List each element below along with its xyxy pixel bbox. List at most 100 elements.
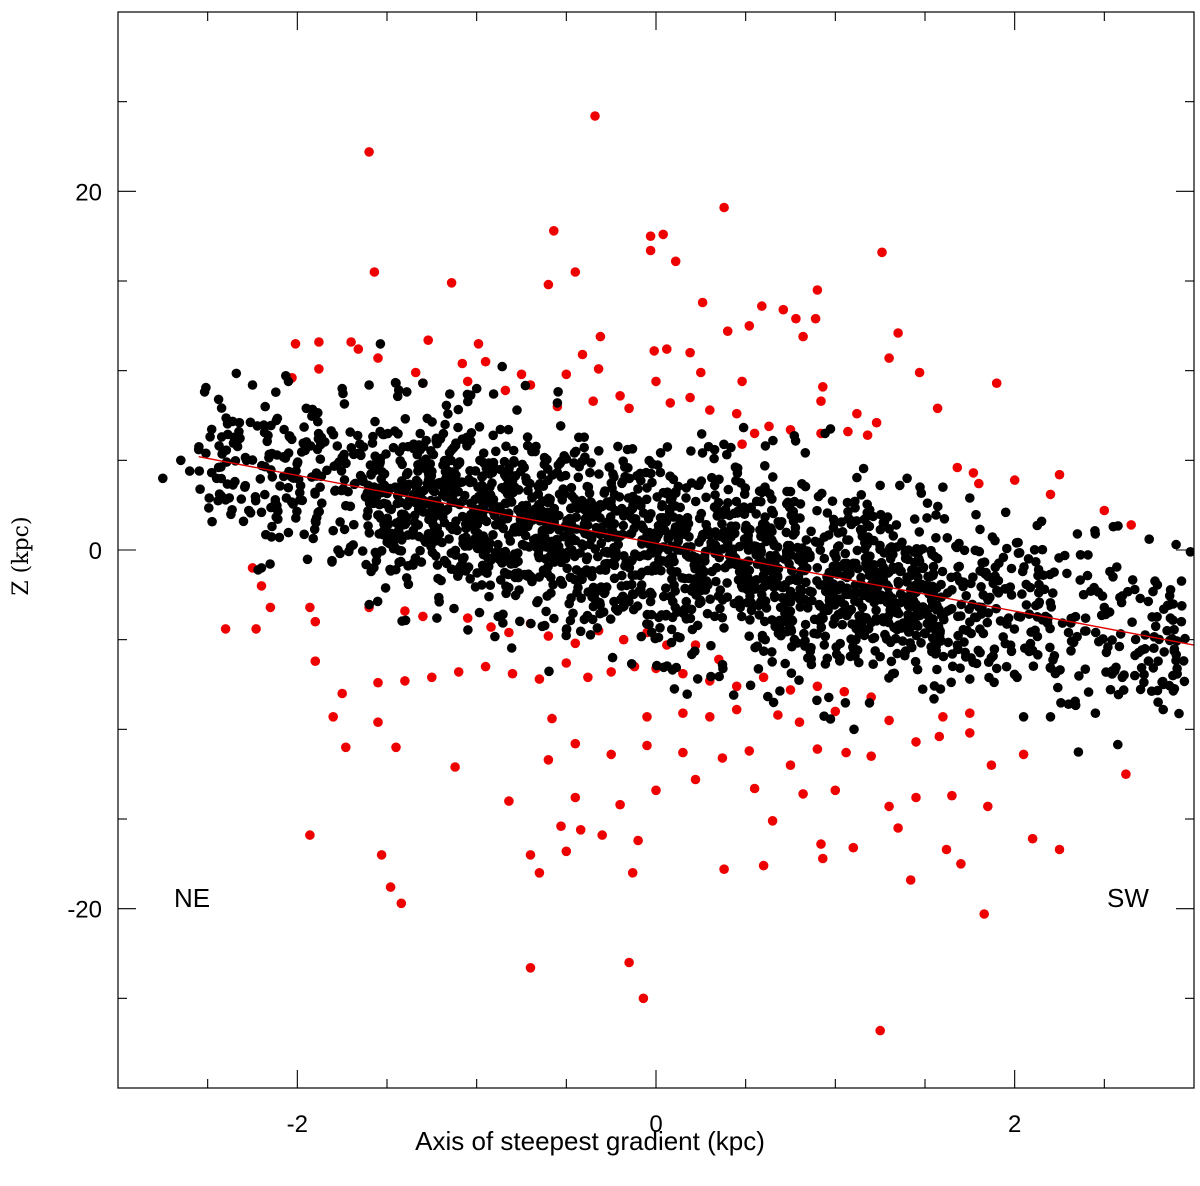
data-point-core [1137, 645, 1147, 655]
data-point-core [501, 552, 511, 563]
data-point-core [1148, 663, 1159, 673]
data-point-core [571, 446, 581, 457]
data-point-outlier [934, 731, 945, 742]
data-point-core [1148, 586, 1158, 597]
data-point-core [903, 545, 914, 555]
data-point-core [841, 589, 851, 600]
data-point-outlier [979, 909, 989, 919]
data-point-core [906, 601, 916, 612]
data-point-core [375, 339, 386, 349]
data-point-core [814, 599, 824, 610]
data-point-core [709, 611, 720, 622]
data-point-core [736, 611, 747, 622]
x-tick-label: 2 [1008, 1111, 1021, 1138]
data-point-outlier [685, 392, 695, 403]
data-point-core [576, 568, 586, 578]
data-point-core [428, 449, 439, 460]
data-point-core [1090, 708, 1101, 718]
data-point-core [975, 524, 985, 535]
data-point-core [291, 513, 301, 523]
data-point-core [619, 551, 629, 561]
data-point-core [328, 525, 339, 536]
data-point-core [895, 566, 905, 577]
data-point-core [1154, 634, 1164, 645]
data-point-core [380, 583, 391, 593]
data-point-core [1031, 557, 1041, 567]
data-point-outlier [991, 378, 1002, 389]
data-point-core [718, 509, 729, 520]
data-point-core [913, 572, 923, 582]
data-point-core [607, 483, 617, 493]
data-point-core [184, 466, 195, 476]
data-point-core [681, 493, 691, 503]
data-point-core [769, 592, 780, 603]
data-point-outlier [346, 337, 356, 347]
data-point-core [937, 566, 948, 577]
data-point-core [837, 619, 848, 630]
data-point-core [633, 484, 643, 494]
data-point-core [1021, 579, 1031, 590]
data-point-core [488, 530, 498, 540]
data-point-outlier [731, 408, 742, 419]
data-point-core [457, 555, 468, 565]
data-point-core [1063, 627, 1074, 638]
data-point-core [825, 581, 836, 592]
data-point-core [548, 579, 558, 590]
data-point-outlier [418, 611, 428, 622]
data-point-core [856, 619, 867, 629]
data-point-core [696, 585, 706, 596]
data-point-core [1033, 599, 1044, 609]
data-point-core [655, 623, 665, 633]
data-point-core [206, 424, 217, 435]
data-point-core [572, 587, 582, 598]
data-point-core [565, 615, 576, 626]
data-point-core [222, 419, 233, 429]
data-point-core [366, 566, 376, 577]
data-point-core [498, 609, 508, 620]
data-point-core [462, 389, 473, 400]
data-point-outlier [561, 658, 572, 668]
data-point-outlier [400, 606, 410, 616]
data-point-core [850, 496, 860, 507]
data-point-core [410, 497, 420, 508]
data-point-core [1152, 612, 1162, 622]
data-point-core [1127, 617, 1137, 627]
data-point-core [669, 684, 680, 694]
data-point-core [760, 634, 770, 645]
data-point-core [849, 724, 859, 735]
data-point-outlier [606, 667, 616, 677]
data-point-core [1176, 576, 1187, 586]
data-point-core [481, 516, 492, 527]
data-point-core [991, 663, 1002, 674]
data-point-core [247, 380, 258, 390]
data-point-core [1034, 587, 1044, 598]
data-point-outlier [905, 875, 916, 885]
data-point-core [265, 559, 275, 569]
data-point-core [976, 582, 986, 592]
data-point-core [521, 473, 531, 483]
data-point-core [650, 633, 660, 644]
data-point-outlier [615, 391, 625, 401]
data-point-core [856, 490, 867, 500]
data-point-outlier [758, 672, 769, 683]
data-point-core [717, 659, 728, 670]
data-point-core [560, 470, 571, 481]
data-point-core [1046, 602, 1057, 612]
data-point-core [555, 457, 566, 468]
data-point-core [236, 494, 247, 504]
data-point-core [539, 532, 550, 542]
data-point-core [835, 638, 845, 649]
data-point-core [490, 631, 500, 642]
data-point-core [971, 509, 981, 520]
data-point-core [176, 455, 186, 466]
data-point-core [789, 431, 800, 441]
data-point-core [784, 547, 795, 557]
data-point-core [573, 503, 583, 514]
data-point-outlier [627, 868, 638, 878]
data-point-outlier [956, 859, 966, 869]
data-point-outlier [534, 868, 545, 878]
data-point-core [547, 470, 558, 480]
data-point-core [402, 500, 412, 511]
data-point-core [1037, 544, 1048, 555]
y-axis-title: Z (kpc) [9, 516, 34, 595]
